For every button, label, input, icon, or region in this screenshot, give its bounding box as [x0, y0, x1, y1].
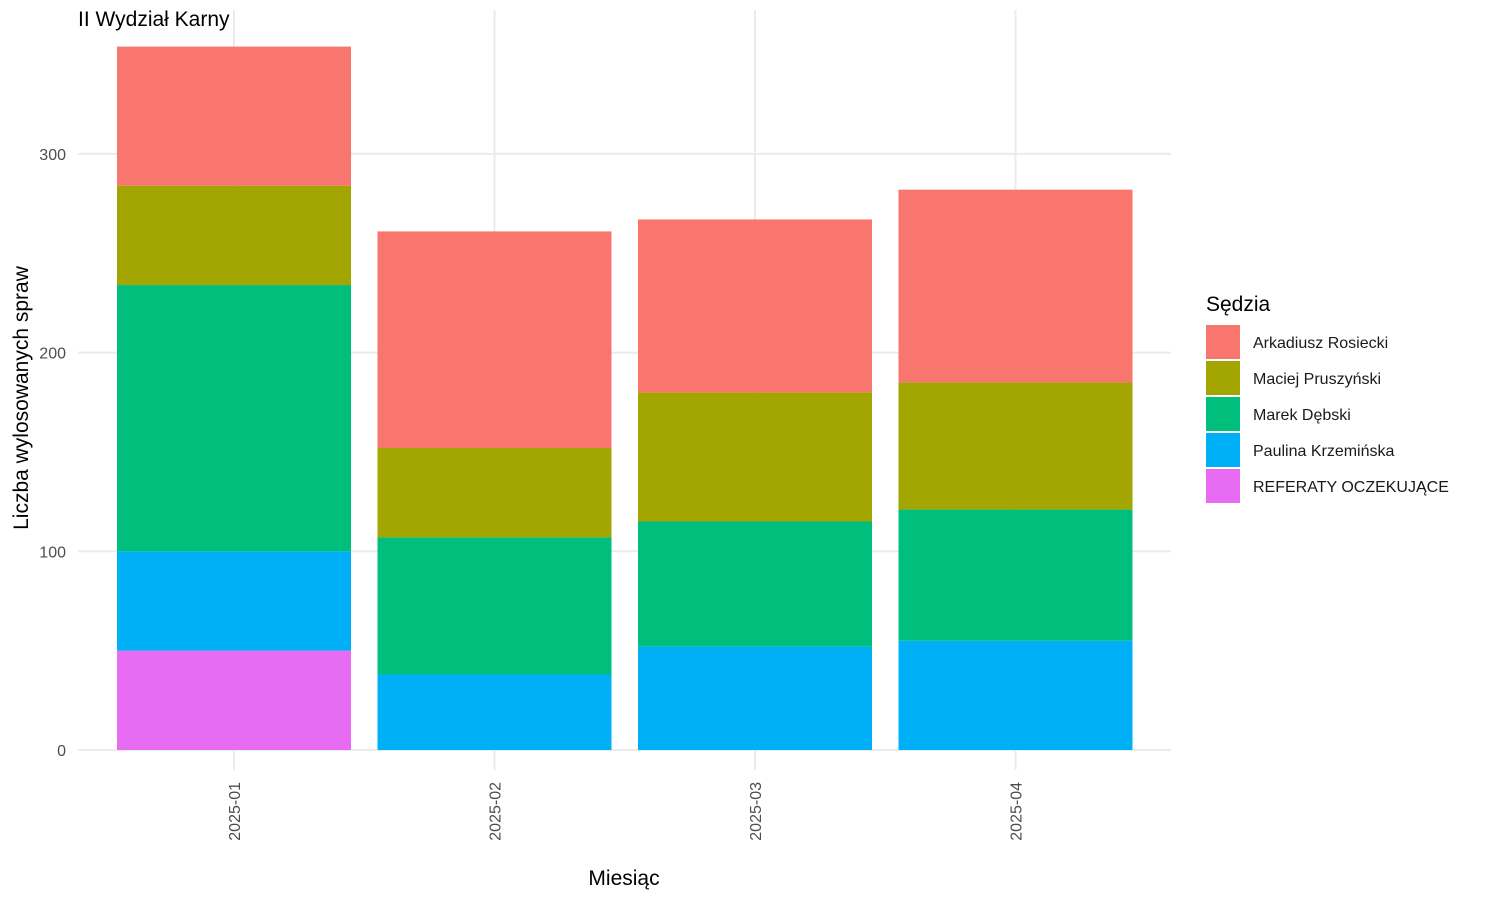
bar-segment [377, 674, 612, 750]
legend-label: Paulina Krzemińska [1253, 443, 1395, 460]
bar-segment [638, 219, 872, 393]
legend-label: REFERATY OCZEKUJĄCE [1253, 479, 1449, 496]
bar-segment [638, 392, 872, 522]
bars [117, 46, 1133, 750]
bar-segment [117, 285, 351, 552]
x-tick-label: 2025-03 [748, 782, 765, 841]
y-tick-label: 0 [57, 743, 66, 760]
legend-label: Marek Dębski [1253, 407, 1351, 424]
x-tick-label: 2025-01 [227, 782, 244, 841]
bar-segment [377, 447, 612, 538]
bar-segment [898, 382, 1133, 510]
bar-segment [898, 640, 1133, 750]
legend: Sędzia Arkadiusz Rosiecki Maciej Pruszyńs… [1206, 293, 1449, 503]
bar-segment [377, 231, 612, 448]
legend-key [1206, 397, 1240, 431]
bar-segment [638, 521, 872, 647]
bar-segment [117, 551, 351, 651]
y-axis-ticks: 0 100 200 300 [39, 147, 66, 760]
bar-segment [638, 646, 872, 750]
legend-label: Maciej Pruszyński [1253, 371, 1381, 388]
legend-title: Sędzia [1206, 293, 1271, 316]
x-tick-label: 2025-04 [1009, 782, 1026, 841]
y-axis-title: Liczba wylosowanych spraw [10, 265, 33, 530]
legend-label: Arkadiusz Rosiecki [1253, 335, 1388, 352]
legend-key [1206, 325, 1240, 359]
legend-key [1206, 433, 1240, 467]
bar-segment [898, 189, 1133, 383]
y-tick-label: 100 [39, 544, 66, 561]
legend-key [1206, 469, 1240, 503]
bar-segment [117, 185, 351, 286]
bar-segment [377, 537, 612, 675]
bar-segment [117, 46, 351, 186]
legend-key [1206, 361, 1240, 395]
y-tick-label: 300 [39, 147, 66, 164]
chart-title: II Wydział Karny [78, 8, 230, 31]
y-tick-label: 200 [39, 346, 66, 363]
x-axis-ticks: 2025-01 2025-02 2025-03 2025-04 [227, 782, 1026, 841]
bar-segment [898, 509, 1133, 641]
x-axis-title: Miesiąc [588, 867, 659, 890]
bar-segment [117, 650, 351, 750]
x-tick-label: 2025-02 [488, 782, 505, 841]
